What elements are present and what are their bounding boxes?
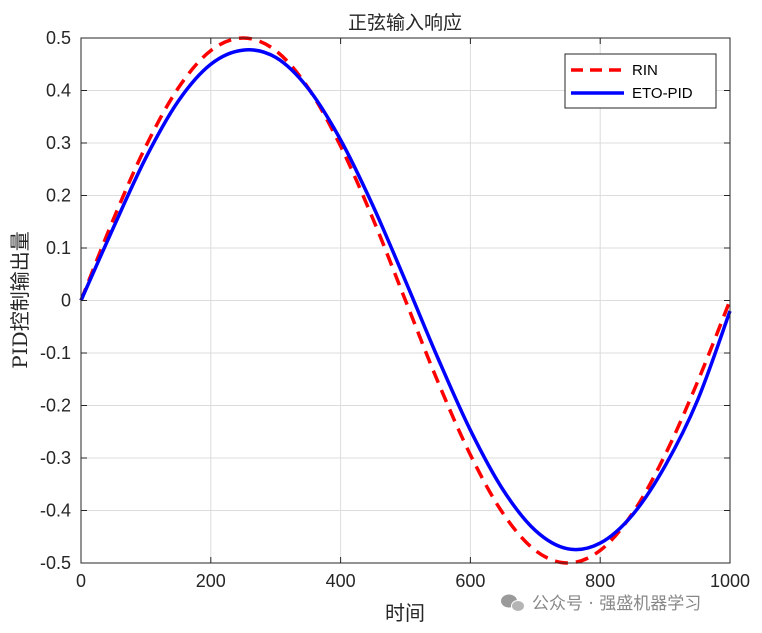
y-tick-label: 0.2 <box>46 186 71 206</box>
y-axis-label: PID控制输出量 <box>8 231 32 368</box>
watermark: 公众号 · 强盛机器学习 <box>501 594 701 614</box>
chart-title: 正弦输入响应 <box>348 12 462 34</box>
y-tick-label: 0 <box>61 291 71 311</box>
y-tick-label: 0.3 <box>46 133 71 153</box>
legend: RIN ETO-PID <box>564 53 717 109</box>
x-tick-label: 200 <box>196 571 226 591</box>
series-line-eto-pid <box>79 48 732 552</box>
y-tick-label: -0.4 <box>40 501 71 521</box>
x-tick-label: 1000 <box>710 571 750 591</box>
x-tick-label: 800 <box>585 571 615 591</box>
x-axis-label: 时间 <box>385 601 425 625</box>
legend-label-rin: RIN <box>632 62 658 79</box>
x-tick-label: 400 <box>326 571 356 591</box>
watermark-text: 公众号 · 强盛机器学习 <box>532 594 701 614</box>
legend-box <box>564 53 717 109</box>
y-tick-label: 0.4 <box>46 81 71 101</box>
y-tick-label: 0.5 <box>46 28 71 48</box>
ticks <box>80 37 731 564</box>
wechat-icon <box>501 594 525 612</box>
y-tick-label: 0.1 <box>46 238 71 258</box>
y-tick-label: -0.1 <box>40 343 71 363</box>
y-tick-label: -0.5 <box>40 553 71 573</box>
y-tick-label: -0.3 <box>40 448 71 468</box>
x-tick-label: 0 <box>76 571 86 591</box>
series-layer <box>79 36 732 565</box>
y-tick-label: -0.2 <box>40 396 71 416</box>
tick-labels: 0 200 400 600 800 1000 0.5 0.4 0.3 0.2 0.1 0 -0.1 -0.… <box>40 28 750 591</box>
legend-label-eto-pid: ETO-PID <box>632 85 693 102</box>
x-tick-label: 600 <box>455 571 485 591</box>
